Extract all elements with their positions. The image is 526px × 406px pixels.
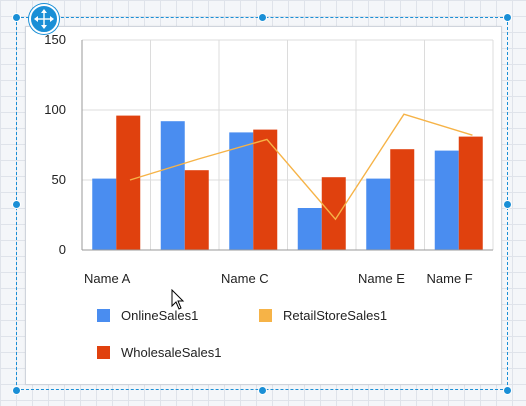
legend: OnlineSales1 RetailStoreSales1 WholesaleSa… — [97, 308, 387, 360]
move-arrows-icon — [34, 9, 54, 29]
bar-WholesaleSales1-Name-F — [458, 136, 483, 250]
legend-swatch-OnlineSales1 — [97, 309, 110, 322]
resize-handle-middle-right[interactable] — [503, 200, 512, 209]
x-tick-label: Name E — [358, 271, 405, 286]
legend-label-RetailStoreSales1: RetailStoreSales1 — [283, 308, 387, 323]
legend-label-OnlineSales1: OnlineSales1 — [121, 308, 198, 323]
bar-OnlineSales1-Name-F — [434, 150, 459, 250]
bar-OnlineSales1-Name-E — [366, 178, 391, 250]
line-layer — [129, 113, 473, 221]
resize-handle-bottom-right[interactable] — [503, 386, 512, 395]
bar-WholesaleSales1-Name-B — [184, 170, 209, 250]
resize-handle-bottom-left[interactable] — [12, 386, 21, 395]
bar-OnlineSales1-Name-B — [160, 121, 185, 250]
y-tick-label: 100 — [44, 102, 66, 117]
legend-swatch-RetailStoreSales1 — [259, 309, 272, 322]
resize-handle-bottom-middle[interactable] — [258, 386, 267, 395]
bar-WholesaleSales1-Name-C — [253, 129, 278, 250]
mouse-pointer-icon — [171, 288, 187, 316]
x-tick-label: Name C — [221, 271, 269, 286]
bar-OnlineSales1-Name-C — [229, 132, 254, 250]
resize-handle-middle-left[interactable] — [12, 200, 21, 209]
resize-handle-top-left[interactable] — [12, 13, 21, 22]
bar-OnlineSales1-Name-A — [92, 178, 117, 250]
grid-layer — [81, 39, 494, 251]
y-tick-label: 50 — [52, 172, 66, 187]
bar-WholesaleSales1-Name-D — [321, 177, 346, 250]
axis-layer: 0 50 100 150 Name A Name C Name E Name F — [44, 32, 493, 286]
y-tick-label: 0 — [59, 242, 66, 257]
legend-label-WholesaleSales1: WholesaleSales1 — [121, 345, 221, 360]
x-tick-label: Name A — [84, 271, 131, 286]
bar-WholesaleSales1-Name-E — [390, 149, 415, 250]
move-handle[interactable] — [29, 4, 59, 34]
resize-handle-top-right[interactable] — [503, 13, 512, 22]
legend-swatch-WholesaleSales1 — [97, 346, 110, 359]
line-RetailStoreSales1 — [129, 113, 473, 221]
y-tick-label: 150 — [44, 32, 66, 47]
resize-handle-top-middle[interactable] — [258, 13, 267, 22]
bar-layer — [92, 115, 483, 250]
bar-OnlineSales1-Name-D — [297, 208, 322, 250]
x-tick-label: Name F — [427, 271, 473, 286]
bar-WholesaleSales1-Name-A — [116, 115, 141, 250]
